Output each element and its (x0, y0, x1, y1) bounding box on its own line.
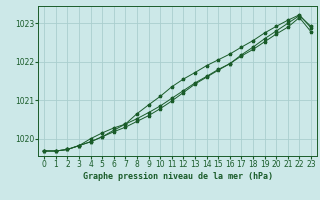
X-axis label: Graphe pression niveau de la mer (hPa): Graphe pression niveau de la mer (hPa) (83, 172, 273, 181)
